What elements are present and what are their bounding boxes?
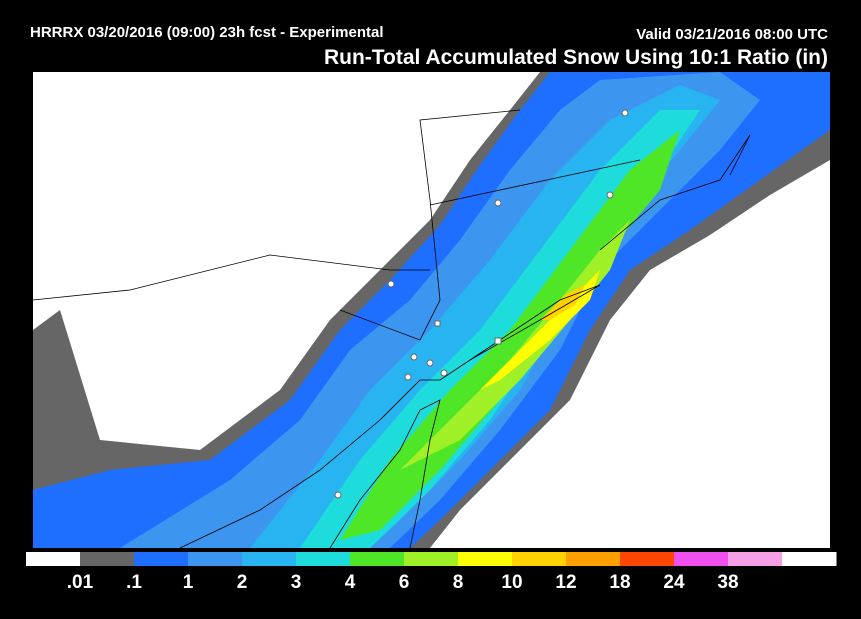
colorbar-segment: [26, 552, 81, 566]
colorbar-label: 18: [609, 572, 630, 593]
city: [387, 280, 395, 288]
colorbar-segment: [188, 552, 243, 566]
colorbar-segment: [620, 552, 675, 566]
colorbar-segment: [782, 552, 837, 566]
colorbar: .01.1 1 2 3 4 6 8 10 12 18 24 38: [26, 552, 837, 593]
city: [434, 320, 441, 327]
city: [410, 353, 418, 361]
city: [404, 373, 412, 381]
city: [606, 191, 614, 199]
border: [429, 159, 641, 206]
snow-band: [540, 285, 585, 320]
colorbar-label: 38: [717, 572, 738, 593]
colorbar-label: 1: [183, 572, 194, 593]
colorbar-segment: [458, 552, 513, 566]
colorbar-segment: [674, 552, 729, 566]
border: [32, 254, 430, 301]
map: [32, 72, 830, 549]
city: [426, 359, 434, 367]
colorbar-label: 10: [501, 572, 522, 593]
valid-time: Valid 03/21/2016 08:00 UTC: [636, 26, 828, 43]
city: [621, 109, 629, 117]
colorbar-segment: [728, 552, 783, 566]
city: [494, 199, 502, 207]
border: [179, 379, 440, 549]
colorbar-segment: [566, 552, 621, 566]
border: [339, 109, 521, 341]
map-title: Run-Total Accumulated Snow Using 10:1 Ra…: [324, 46, 828, 69]
colorbar-label: .1: [126, 572, 142, 593]
snow-band: [400, 220, 630, 470]
colorbar-segment: [242, 552, 297, 566]
colorbar-label: 2: [237, 572, 248, 593]
coast: [599, 134, 751, 251]
city-markers: [334, 109, 629, 499]
colorbar-segment: [134, 552, 189, 566]
city: [440, 369, 448, 377]
colorbar-label: 4: [345, 572, 356, 593]
coast: [329, 399, 441, 549]
snow-band: [340, 130, 680, 540]
colorbar-segment: [296, 552, 351, 566]
colorbar-label: 24: [663, 572, 685, 593]
city: [334, 491, 342, 499]
header-left: HRRRX 03/20/2016 (09:00) 23h fcst - Expe…: [30, 24, 384, 41]
colorbar-label: 12: [555, 572, 576, 593]
colorbar-label: 3: [291, 572, 302, 593]
colorbar-label: 8: [453, 572, 464, 593]
colorbar-segment: [512, 552, 567, 566]
colorbar-segment: [404, 552, 459, 566]
colorbar-segment: [80, 552, 135, 566]
colorbar-segment: [350, 552, 405, 566]
colorbar-label: 6: [399, 572, 410, 593]
city: [494, 337, 502, 345]
colorbar-label: .01: [67, 572, 94, 593]
